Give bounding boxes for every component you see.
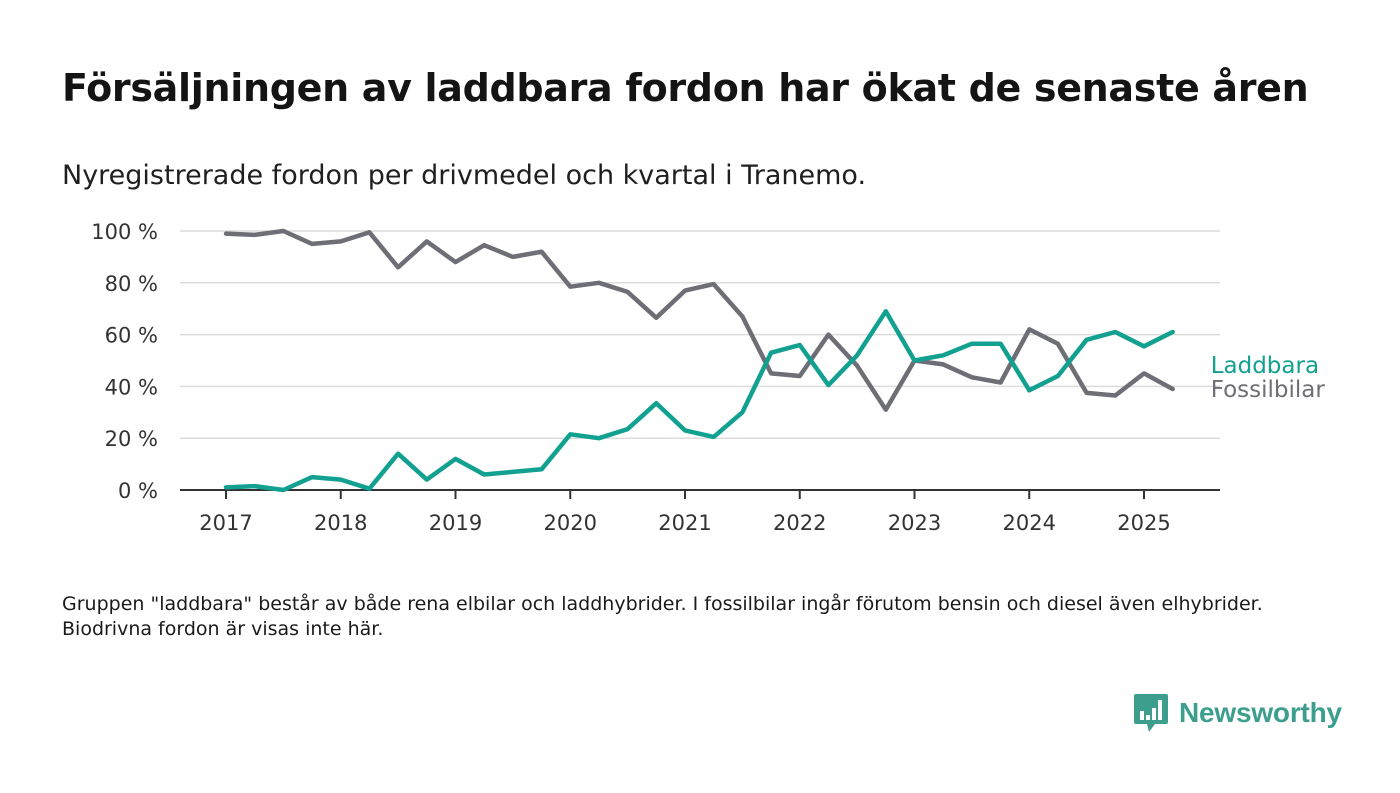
brand-name: Newsworthy — [1179, 697, 1342, 728]
x-tick-label: 2025 — [1117, 511, 1170, 535]
y-tick-label: 100 % — [91, 220, 158, 244]
series-line-fossilbilar — [223, 228, 1175, 412]
x-tick-label: 2020 — [544, 511, 597, 535]
axes: 0 % 20 % 40 % 60 % 80 % 100 % 2017 2018 2019 2020… — [91, 220, 1220, 535]
legend-label-laddbara: Laddbara — [1211, 353, 1319, 379]
legend-label-fossilbilar: Fossilbilar — [1211, 377, 1326, 403]
footnote: Gruppen "laddbara" består av både rena e… — [62, 593, 1263, 640]
x-tick-label: 2023 — [888, 511, 941, 535]
chart-subtitle: Nyregistrerade fordon per drivmedel och … — [62, 160, 867, 191]
series-line-laddbara — [223, 309, 1175, 493]
y-tick-label: 0 % — [118, 479, 158, 503]
chart-title: Försäljningen av laddbara fordon har öka… — [62, 66, 1309, 110]
x-tick-label: 2019 — [429, 511, 482, 535]
x-tick-label: 2021 — [658, 511, 711, 535]
series-lines — [223, 228, 1175, 493]
y-tick-label: 20 % — [105, 427, 158, 451]
x-tick-label: 2017 — [199, 511, 252, 535]
y-tick-label: 80 % — [105, 272, 158, 296]
brand-logo: Newsworthy — [1133, 692, 1342, 734]
x-tick-label: 2024 — [1003, 511, 1056, 535]
x-tick-label: 2018 — [314, 511, 367, 535]
gridlines — [180, 230, 1220, 439]
y-tick-label: 60 % — [105, 324, 158, 348]
y-tick-label: 40 % — [105, 375, 158, 399]
x-tick-label: 2022 — [773, 511, 826, 535]
newsworthy-bar-chart-icon — [1134, 694, 1168, 732]
line-chart: 0 % 20 % 40 % 60 % 80 % 100 % 2017 2018 2019 2020… — [91, 220, 1326, 535]
